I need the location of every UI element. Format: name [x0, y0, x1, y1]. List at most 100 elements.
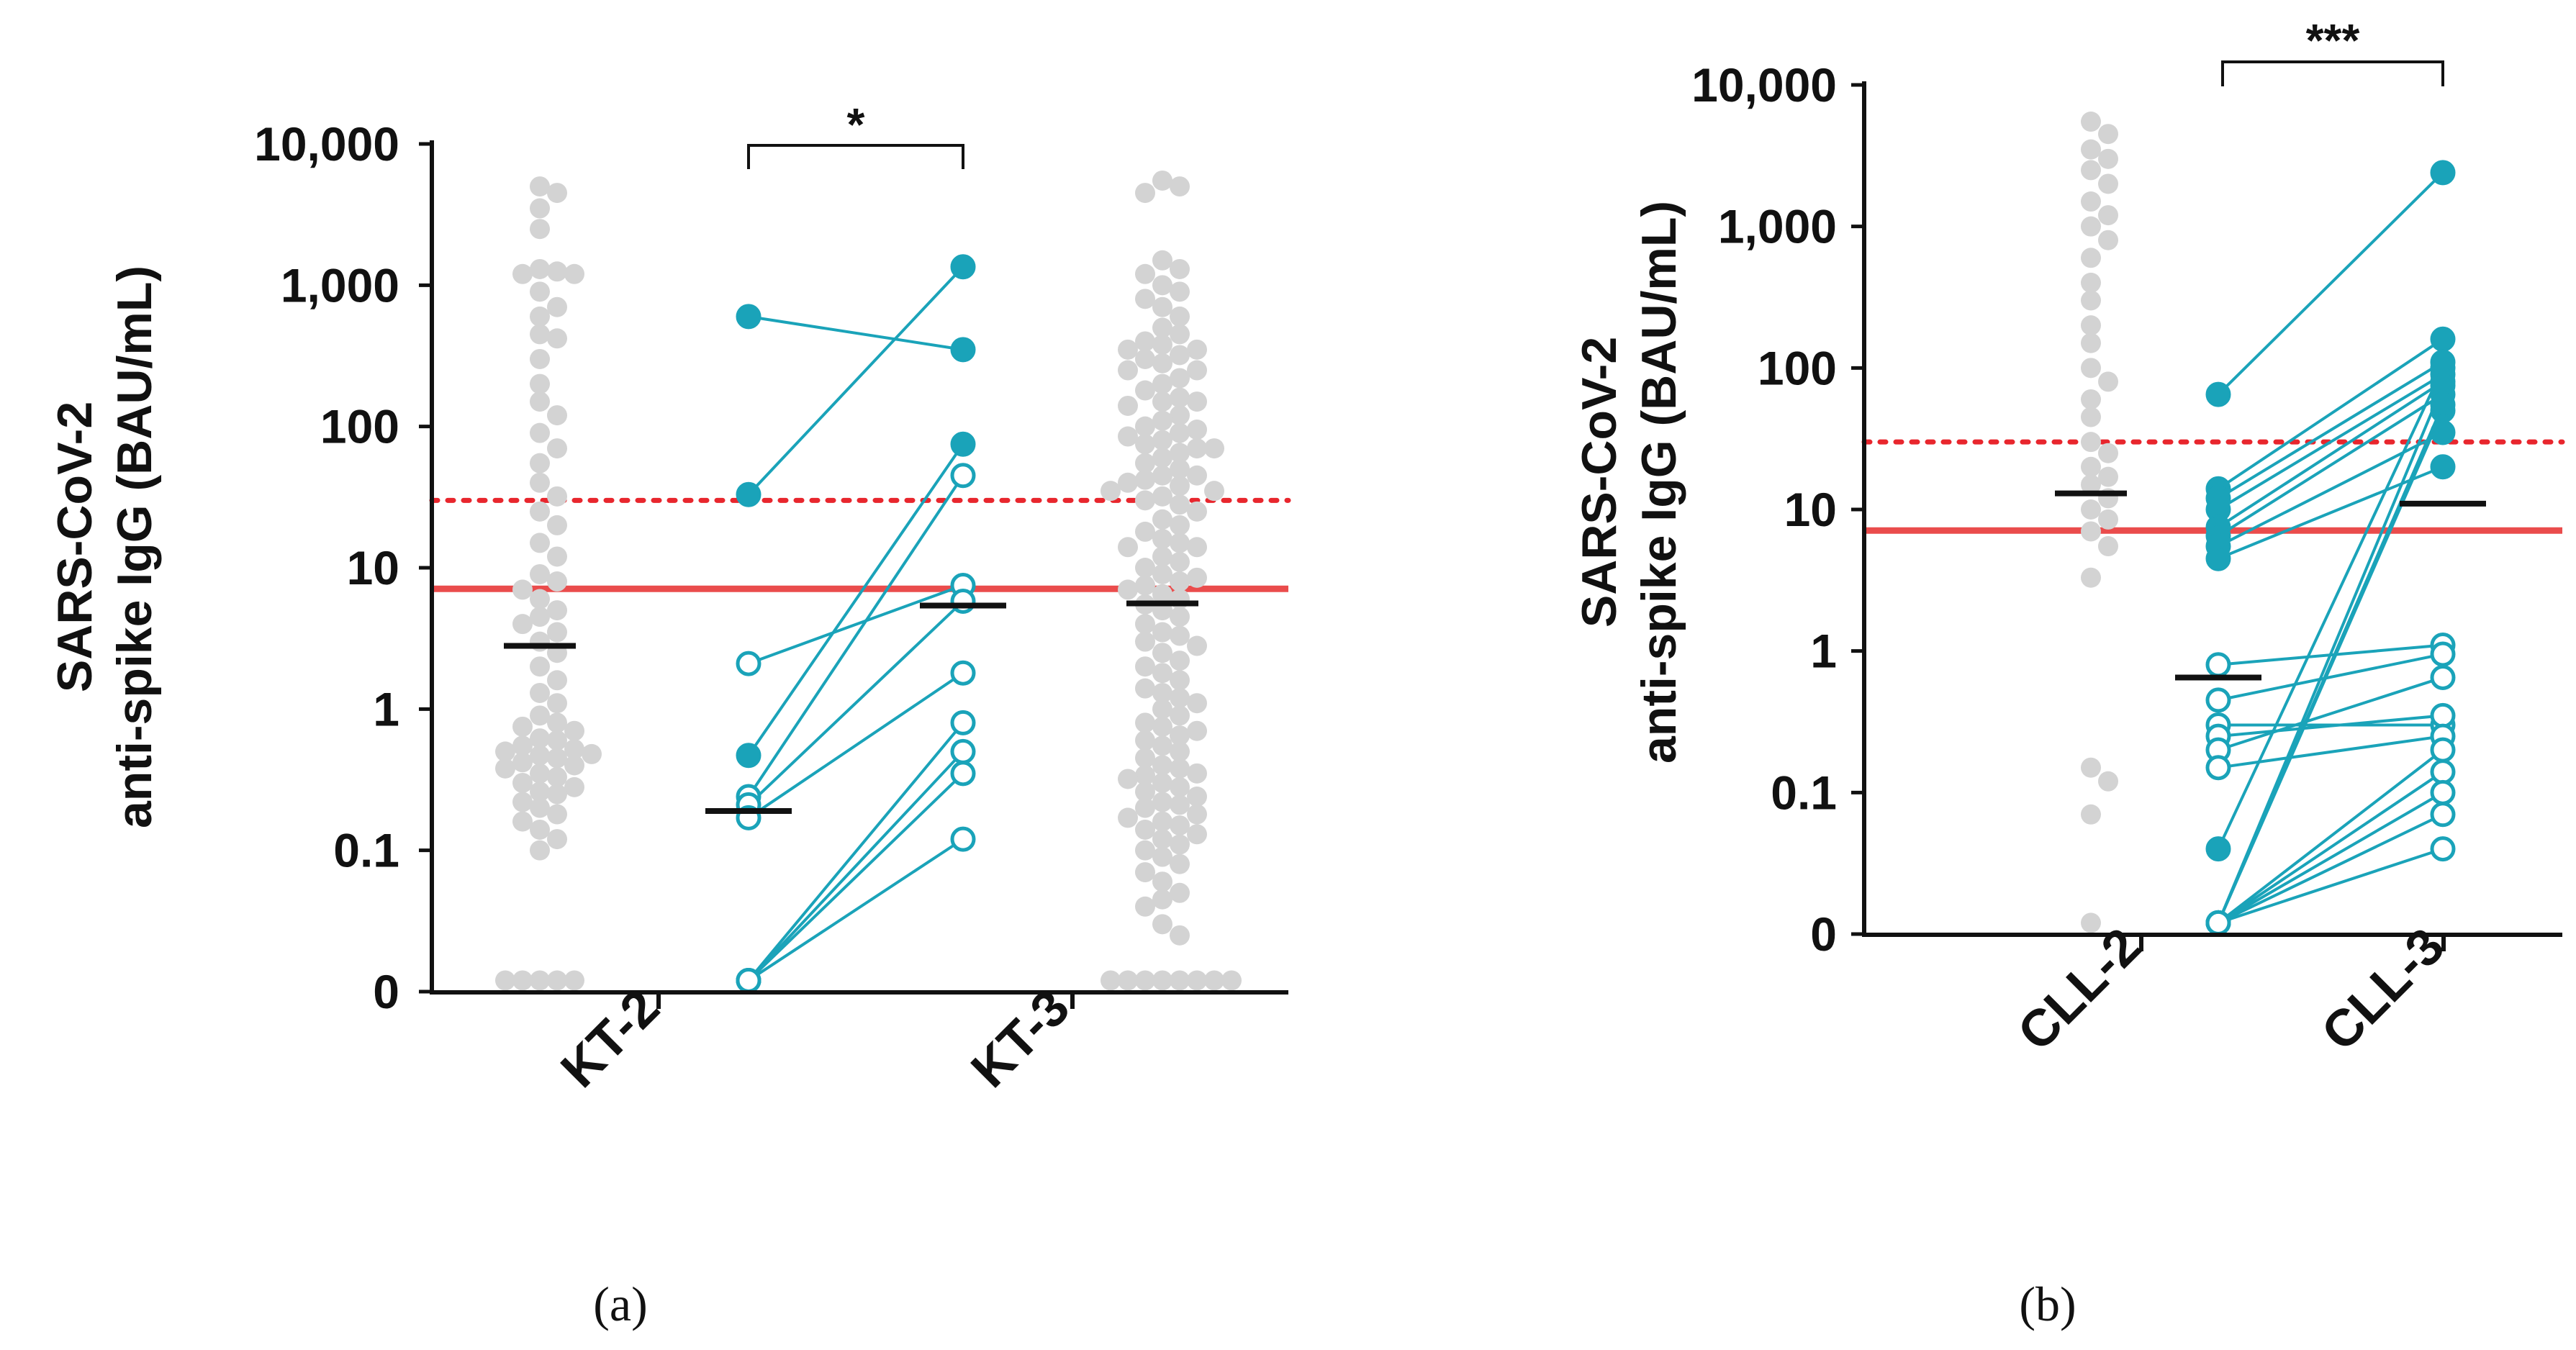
data-point-kt-3: [1170, 625, 1190, 646]
paired-point-after: [950, 710, 976, 735]
data-point-kt-2: [512, 614, 533, 635]
data-point-kt-2: [512, 579, 533, 600]
panel-b-axes: [1862, 81, 2562, 951]
data-point-kt-3: [1187, 501, 1207, 522]
data-point-kt-3: [1135, 331, 1155, 352]
data-point-kt-3: [1135, 558, 1155, 578]
paired-line: [747, 838, 964, 982]
panel-b-paired-data: [2205, 160, 2456, 936]
data-point-kt-3: [1135, 434, 1155, 455]
data-point-kt-3: [1152, 716, 1172, 737]
data-point-kt-3: [1152, 528, 1172, 549]
data-point-kt-2: [530, 682, 550, 703]
y-tick-label: 10: [347, 541, 399, 594]
data-point-kt-2: [564, 755, 584, 776]
paired-point-after: [2430, 391, 2456, 417]
data-point-kt-2: [530, 219, 550, 240]
paired-point-before: [2205, 545, 2231, 571]
data-point-kt-2: [547, 730, 567, 751]
data-point-kt-2: [530, 324, 550, 345]
paired-line: [2218, 847, 2444, 925]
data-point-kt-3: [1187, 763, 1207, 784]
data-point-kt-3: [1170, 925, 1190, 946]
category-label-kt-2: KT-2: [550, 979, 670, 1099]
panel-b-ylabel-line2: anti-spike IgG (BAU/mL): [1632, 201, 1686, 764]
data-point-kt-2: [547, 405, 567, 426]
data-point-kt-2: [547, 804, 567, 825]
paired-point-before: [736, 481, 761, 507]
paired-point-after: [950, 431, 976, 457]
data-point-kt-3: [1170, 705, 1190, 726]
data-point-kt-3: [1187, 360, 1207, 381]
data-point-kt-3: [1135, 521, 1155, 542]
data-point-kt-3: [1152, 772, 1172, 793]
data-point-kt-3: [1170, 794, 1190, 815]
data-point-kt-2: [530, 391, 550, 412]
data-point-kt-2: [512, 792, 533, 812]
data-point-cll-2: [2098, 124, 2118, 145]
paired-line: [2218, 735, 2444, 769]
panel-a-y-ticks: 0 0.1 1 10 100 1,000 10,000: [254, 117, 432, 1018]
data-point-kt-3: [1170, 607, 1190, 628]
data-point-kt-3: [1152, 829, 1172, 850]
data-point-cll-2: [2081, 112, 2101, 132]
data-point-kt-3: [1170, 853, 1190, 874]
data-point-kt-3: [1187, 567, 1207, 588]
data-point-kt-3: [1118, 472, 1138, 493]
data-point-kt-3: [1135, 575, 1155, 596]
data-point-kt-3: [1152, 430, 1172, 450]
data-point-kt-3: [1118, 579, 1138, 600]
data-point-cll-2: [2081, 332, 2101, 353]
data-point-kt-3: [1135, 797, 1155, 818]
data-point-kt-2: [530, 797, 550, 818]
data-point-kt-2: [547, 261, 567, 282]
paired-point-before: [2205, 381, 2231, 407]
data-point-kt-2: [530, 176, 550, 197]
data-point-kt-3: [1135, 782, 1155, 802]
data-point-kt-2: [564, 776, 584, 797]
panel-a-gray-points: [495, 170, 1242, 991]
significance-bracket: [2221, 60, 2444, 86]
data-point-kt-3: [1135, 896, 1155, 917]
paired-point-before: [2205, 652, 2231, 678]
y-tick-label: 0.1: [333, 824, 399, 877]
data-point-kt-3: [1170, 741, 1190, 762]
data-point-kt-2: [547, 515, 567, 535]
data-point-cll-2: [2081, 315, 2101, 336]
data-point-kt-3: [1135, 183, 1155, 204]
data-point-kt-3: [1118, 339, 1138, 360]
paired-point-before: [2205, 836, 2231, 862]
data-point-kt-2: [564, 720, 584, 741]
data-point-kt-3: [1170, 494, 1190, 515]
data-point-cll-2: [2081, 290, 2101, 311]
paired-point-before: [2205, 755, 2231, 781]
data-point-kt-3: [1101, 481, 1121, 502]
significance-label: *: [847, 99, 865, 150]
data-point-cll-2: [2098, 371, 2118, 392]
data-point-kt-3: [1152, 699, 1172, 720]
category-label-kt-3: KT-3: [960, 979, 1080, 1099]
data-point-kt-3: [1170, 776, 1190, 797]
paired-point-before: [736, 743, 761, 769]
data-point-kt-3: [1135, 678, 1155, 699]
data-point-kt-2: [530, 373, 550, 394]
data-point-kt-3: [1152, 682, 1172, 703]
y-tick-label: 100: [1758, 341, 1837, 394]
data-point-kt-3: [1152, 486, 1172, 507]
data-point-kt-3: [1152, 643, 1172, 663]
data-point-kt-2: [564, 970, 584, 991]
data-point-kt-3: [1170, 324, 1190, 345]
data-point-kt-3: [1135, 712, 1155, 733]
paired-point-after: [950, 588, 976, 614]
data-point-kt-3: [1187, 824, 1207, 845]
panel-b-significance: ***: [2221, 14, 2444, 86]
data-point-kt-3: [1152, 622, 1172, 643]
panel-a-medians: [504, 600, 1198, 814]
data-point-cll-2: [2081, 432, 2101, 453]
paired-line: [2218, 653, 2444, 702]
data-point-kt-3: [1152, 296, 1172, 317]
data-point-cll-2: [2081, 567, 2101, 588]
data-point-kt-3: [1135, 289, 1155, 309]
data-point-kt-3: [1152, 334, 1172, 355]
data-point-kt-3: [1135, 453, 1155, 474]
